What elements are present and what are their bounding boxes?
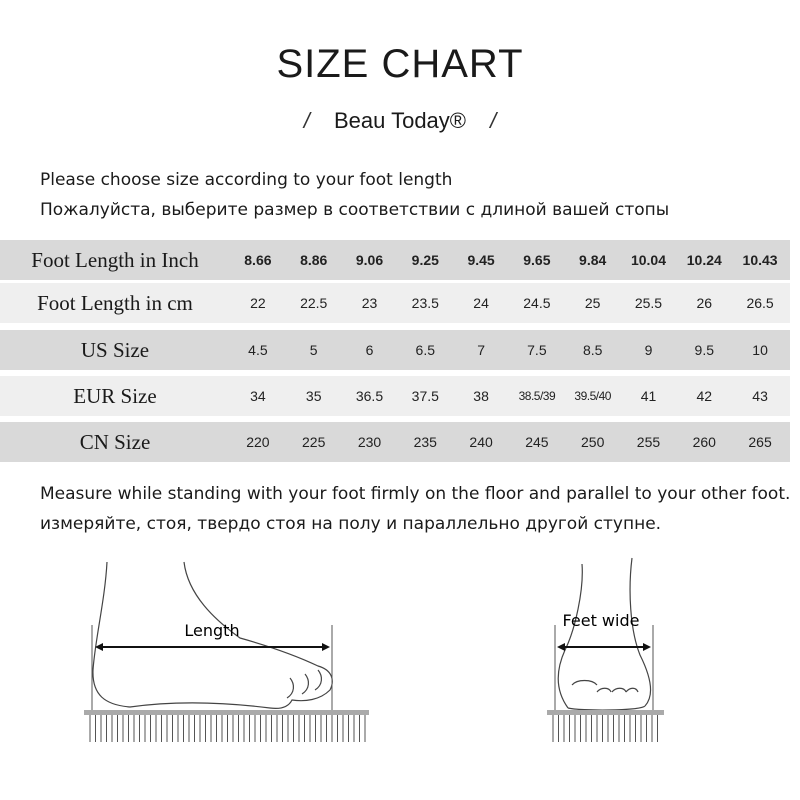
intro-russian: Пожалуйста, выберите размер в соответств… bbox=[40, 200, 670, 220]
table-cell: 6 bbox=[365, 342, 374, 358]
brand-name: Beau Today® bbox=[333, 108, 466, 133]
table-cell: 240 bbox=[469, 434, 493, 450]
table-cell: 42 bbox=[696, 388, 713, 404]
table-cell: 4.5 bbox=[248, 342, 268, 358]
table-cell: 41 bbox=[640, 388, 657, 404]
row-label: EUR Size bbox=[73, 383, 157, 408]
table-cell: 25 bbox=[584, 295, 601, 311]
row-label: Foot Length in cm bbox=[37, 290, 193, 315]
table-cell: 220 bbox=[246, 434, 270, 450]
table-cell: 36.5 bbox=[355, 388, 384, 404]
row-label: Foot Length in Inch bbox=[31, 247, 199, 272]
table-cell: 26 bbox=[696, 295, 713, 311]
table-cell: 7 bbox=[477, 342, 485, 358]
floor-ruler-right bbox=[547, 710, 664, 715]
table-row: EUR Size 34 35 36.5 37.5 38 38.5/39 39.5/40 41 42… bbox=[0, 376, 790, 416]
width-label: Feet wide bbox=[563, 611, 640, 630]
table-cell: 8.66 bbox=[244, 252, 272, 268]
table-row: Foot Length in Inch 8.66 8.86 9.06 9.25 9.45 9… bbox=[0, 240, 790, 280]
length-label: Length bbox=[184, 621, 239, 640]
table-cell: 255 bbox=[636, 434, 661, 450]
row-label: CN Size bbox=[79, 429, 151, 454]
ruler-ticks-right bbox=[552, 715, 658, 742]
table-cell: 260 bbox=[692, 434, 716, 450]
table-cell: 10.24 bbox=[686, 252, 722, 268]
table-cell: 250 bbox=[581, 434, 605, 450]
table-cell: 38 bbox=[473, 388, 489, 404]
brand-line: / Beau Today® / bbox=[0, 108, 800, 134]
table-cell: 7.5 bbox=[527, 342, 547, 358]
table-cell: 265 bbox=[748, 434, 772, 450]
table-cell: 10 bbox=[752, 342, 768, 358]
table-cell: 34 bbox=[250, 388, 266, 404]
row-label: US Size bbox=[80, 337, 150, 362]
table-cell: 37.5 bbox=[411, 388, 439, 404]
front-foot-illustration bbox=[557, 557, 652, 711]
table-cell: 23.5 bbox=[411, 295, 439, 311]
side-foot-illustration bbox=[92, 561, 333, 709]
table-cell: 26.5 bbox=[746, 295, 774, 311]
table-cell: 23 bbox=[361, 295, 378, 311]
foot-measure-diagram: Length Feet wide bbox=[84, 557, 664, 742]
table-cell: 230 bbox=[357, 434, 382, 450]
floor-ruler-left bbox=[84, 710, 369, 715]
table-cell: 9.25 bbox=[411, 252, 439, 268]
table-cell: 9.65 bbox=[523, 252, 551, 268]
table-cell: 22 bbox=[250, 295, 266, 311]
table-cell: 6.5 bbox=[415, 342, 436, 358]
table-row: CN Size 220 225 230 235 240 245 250 255 260 265 bbox=[0, 422, 790, 462]
slash-right: / bbox=[490, 108, 497, 133]
table-cell: 38.5/39 bbox=[518, 389, 556, 403]
table-cell: 24 bbox=[473, 295, 489, 311]
table-cell: 225 bbox=[302, 434, 326, 450]
table-row: US Size 4.5 5 6 6.5 7 7.5 8.5 9 9.5 10 bbox=[0, 330, 790, 370]
table-cell: 9.84 bbox=[579, 252, 607, 268]
table-cell: 5 bbox=[309, 342, 318, 358]
table-cell: 9.45 bbox=[467, 252, 495, 268]
table-cell: 235 bbox=[413, 434, 437, 450]
ruler-ticks-left bbox=[89, 715, 366, 742]
table-cell: 9.5 bbox=[694, 342, 714, 358]
intro-english: Please choose size according to your foo… bbox=[40, 170, 453, 190]
page-title: SIZE CHART bbox=[276, 42, 524, 86]
table-cell: 8.86 bbox=[300, 252, 328, 268]
table-row: Foot Length in cm 22 22.5 23 23.5 24 24.5 25 25.… bbox=[0, 283, 790, 323]
slash-left: / bbox=[303, 108, 310, 133]
table-cell: 22.5 bbox=[300, 295, 328, 311]
table-cell: 8.5 bbox=[582, 342, 603, 358]
table-cell: 25.5 bbox=[634, 295, 663, 311]
table-cell: 9.06 bbox=[355, 252, 384, 268]
table-cell: 10.04 bbox=[630, 252, 666, 268]
note-english: Measure while standing with your foot fi… bbox=[40, 484, 791, 504]
table-cell: 24.5 bbox=[523, 295, 551, 311]
table-cell: 9 bbox=[644, 342, 653, 358]
table-cell: 39.5/40 bbox=[574, 389, 611, 403]
note-russian: измеряйте, стоя, твердо стоя на полу и п… bbox=[40, 514, 662, 534]
table-cell: 245 bbox=[525, 434, 549, 450]
table-cell: 35 bbox=[305, 388, 322, 404]
table-cell: 43 bbox=[752, 388, 768, 404]
table-cell: 10.43 bbox=[742, 252, 778, 268]
